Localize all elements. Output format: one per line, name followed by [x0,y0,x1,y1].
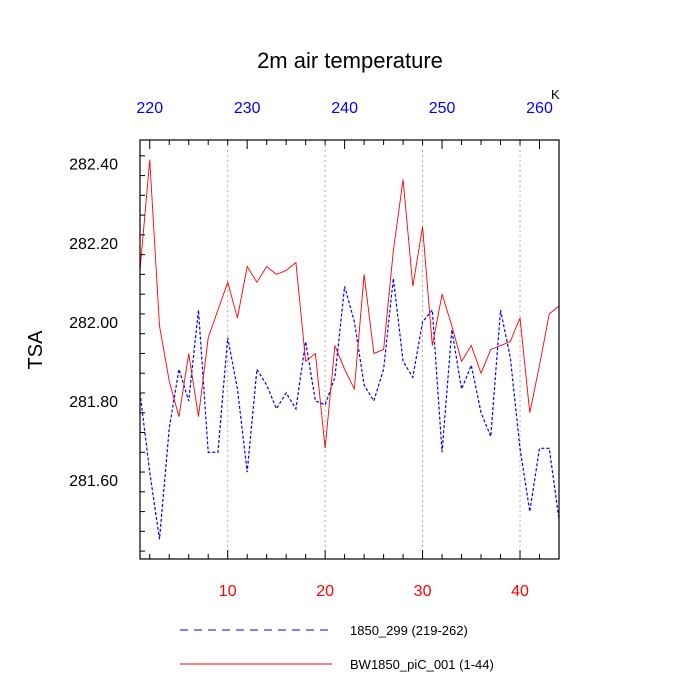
top-axis-ticks: 220 230 240 250 260 [136,100,560,149]
left-tick-label-4: 282.40 [69,157,118,174]
series-line-1 [139,278,560,540]
top-axis-unit: K [551,87,560,102]
left-tick-label-2: 282.00 [69,315,118,332]
top-tick-label-250: 250 [429,100,456,117]
left-axis-ticks: 281.60 281.80 282.00 282.20 282.40 [69,155,145,552]
top-tick-label-240: 240 [331,100,358,117]
left-tick-label-3: 282.20 [69,236,118,253]
bottom-tick-label-30: 30 [414,583,432,600]
chart-title: 2m air temperature [257,48,443,73]
bottom-tick-label-20: 20 [316,583,334,600]
left-tick-label-1: 281.80 [69,394,118,411]
top-tick-label-230: 230 [234,100,261,117]
bottom-tick-label-40: 40 [511,583,529,600]
legend-label-series-1: 1850_299 (219-262) [350,623,468,638]
left-tick-label-0: 281.60 [69,473,118,490]
legend-label-series-2: BW1850_piC_001 (1-44) [350,657,494,672]
series-layer [139,159,560,540]
legend: 1850_299 (219-262) BW1850_piC_001 (1-44) [180,623,494,672]
top-tick-label-260: 260 [526,100,553,117]
plot-frame [139,139,560,560]
grid-lines [227,140,521,559]
bottom-axis-ticks: 10 20 30 40 [149,550,560,600]
series-line-2 [139,159,560,449]
top-tick-label-220: 220 [136,100,163,117]
y-axis-label: TSA [25,330,47,370]
bottom-tick-label-10: 10 [219,583,237,600]
